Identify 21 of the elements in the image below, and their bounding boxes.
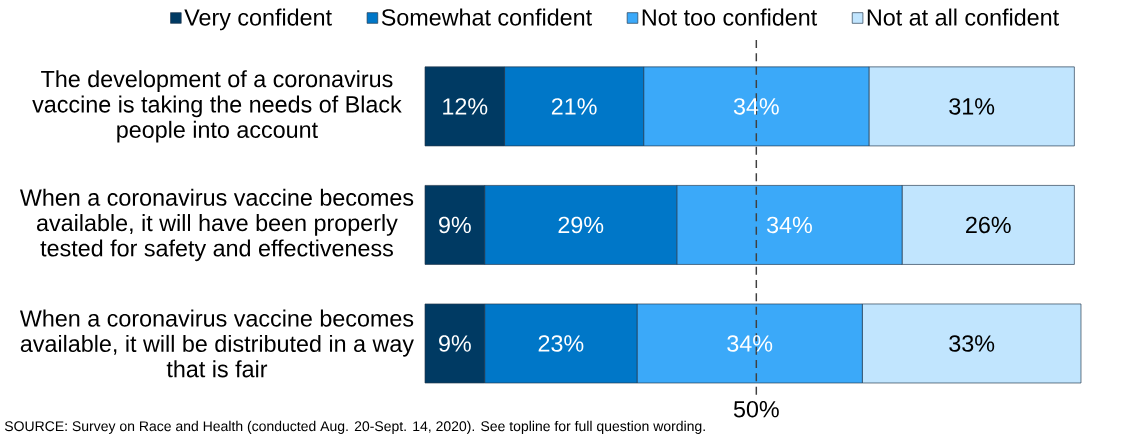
ref-line-label: 50% [733, 400, 779, 418]
data-label: 9% [439, 335, 471, 352]
data-label: 31% [949, 98, 995, 115]
data-label: 29% [558, 216, 604, 234]
data-label: 34% [727, 335, 773, 352]
data-label: 9% [439, 216, 471, 234]
data-label: 12% [443, 98, 488, 115]
data-label: 23% [538, 335, 584, 352]
legend-label: Not at all confident [867, 8, 1059, 26]
y-tick-label: When a coronavirus vaccine becomes available, it will be distributed in a way that is fair [19, 309, 414, 378]
data-label: 34% [767, 216, 812, 234]
data-label: 21% [551, 98, 597, 115]
legend-label: Somewhat confident [381, 8, 592, 26]
data-label: 34% [733, 98, 779, 115]
data-label: 33% [949, 335, 995, 352]
source-note: SOURCE: Survey on Race and Health (conducted Aug. 20-Sept. 14, 2020). See topline for full question wording. [4, 420, 705, 434]
y-tick-label: The development of a coronavirus vaccine is taking the needs of Black people into account [32, 70, 402, 143]
legend-label: Not too confident [642, 8, 818, 26]
legend-label: Very confident [184, 8, 332, 31]
data-label: 26% [966, 216, 1011, 234]
y-tick-label: When a coronavirus vaccine becomes available, it will have been properly tested for safety and effectiveness [19, 188, 414, 262]
